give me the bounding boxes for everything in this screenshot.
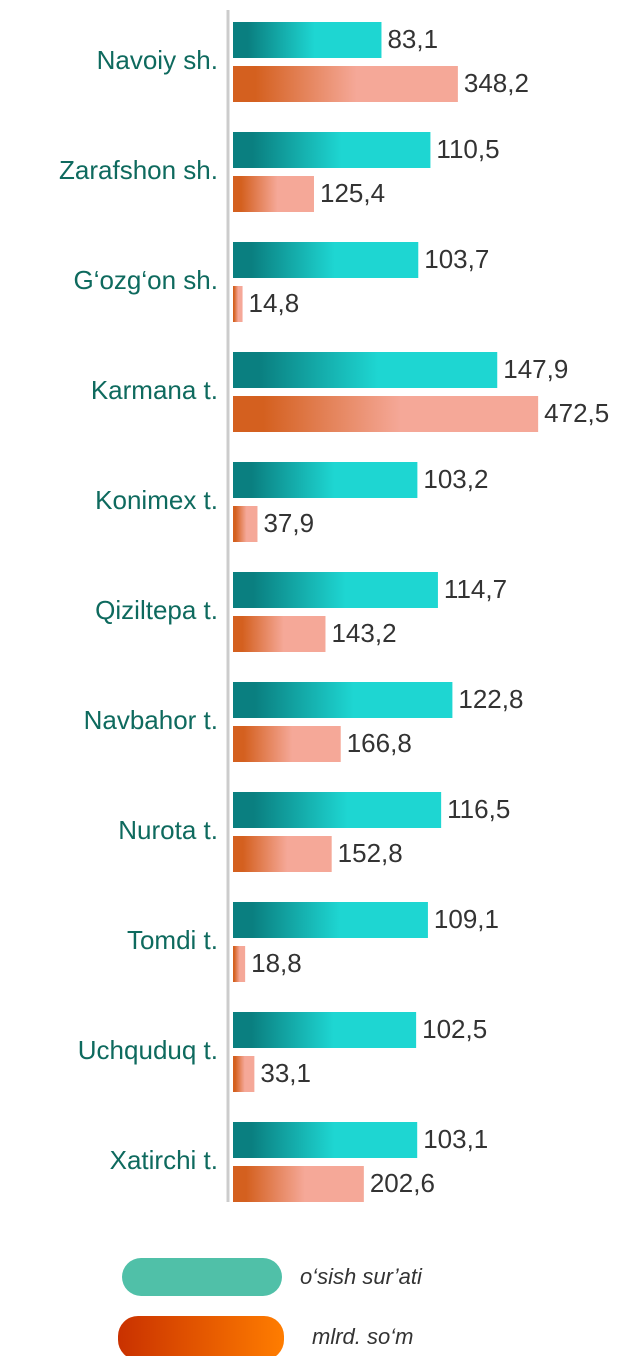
- value-label: 18,8: [251, 948, 302, 978]
- bar: [233, 1166, 364, 1202]
- bar: [233, 902, 428, 938]
- category-label: Konimex t.: [95, 485, 218, 515]
- bar: [233, 132, 431, 168]
- value-label: 125,4: [320, 178, 385, 208]
- bar: [233, 176, 314, 212]
- value-label: 166,8: [347, 728, 412, 758]
- value-label: 14,8: [249, 288, 300, 318]
- bar: [233, 1012, 417, 1048]
- category-label: Karmana t.: [91, 375, 218, 405]
- category-label: Zarafshon sh.: [59, 155, 218, 185]
- bar: [233, 572, 438, 608]
- bar: [233, 1122, 418, 1158]
- value-label: 348,2: [464, 68, 529, 98]
- bar: [233, 616, 326, 652]
- bar: [233, 66, 458, 102]
- value-label: 114,7: [444, 574, 507, 604]
- legend-swatch: [118, 1316, 284, 1356]
- value-label: 116,5: [447, 794, 510, 824]
- value-label: 122,8: [458, 684, 523, 714]
- value-label: 102,5: [422, 1014, 487, 1044]
- category-label: G‘ozg‘on sh.: [73, 265, 218, 295]
- value-label: 37,9: [263, 508, 314, 538]
- category-label: Xatirchi t.: [110, 1145, 218, 1175]
- bar: [233, 682, 453, 718]
- bar: [233, 726, 341, 762]
- bar: [233, 462, 418, 498]
- bar: [233, 352, 498, 388]
- value-label: 147,9: [503, 354, 568, 384]
- legend-swatch: [122, 1258, 282, 1296]
- category-label: Nurota t.: [118, 815, 218, 845]
- bar: [233, 792, 442, 828]
- category-label: Navbahor t.: [84, 705, 218, 735]
- legend-label: o‘sish sur’ati: [300, 1264, 423, 1289]
- value-label: 103,7: [424, 244, 489, 274]
- value-label: 109,1: [434, 904, 499, 934]
- value-label: 472,5: [544, 398, 609, 428]
- bar: [233, 22, 382, 58]
- value-label: 152,8: [338, 838, 403, 868]
- category-label: Qiziltepa t.: [95, 595, 218, 625]
- bar: [233, 506, 258, 542]
- category-label: Uchquduq t.: [78, 1035, 218, 1065]
- value-label: 103,2: [423, 464, 488, 494]
- value-label: 33,1: [260, 1058, 311, 1088]
- bar: [233, 1056, 255, 1092]
- value-label: 143,2: [331, 618, 396, 648]
- bar: [233, 242, 419, 278]
- value-label: 110,5: [436, 134, 499, 164]
- bar: [233, 836, 332, 872]
- bar: [233, 396, 539, 432]
- value-label: 83,1: [387, 24, 438, 54]
- value-label: 202,6: [370, 1168, 435, 1198]
- bar: [233, 946, 246, 982]
- bar: [233, 286, 243, 322]
- legend-label: mlrd. so‘m: [312, 1324, 413, 1349]
- category-label: Tomdi t.: [127, 925, 218, 955]
- value-label: 103,1: [423, 1124, 488, 1154]
- category-label: Navoiy sh.: [97, 45, 218, 75]
